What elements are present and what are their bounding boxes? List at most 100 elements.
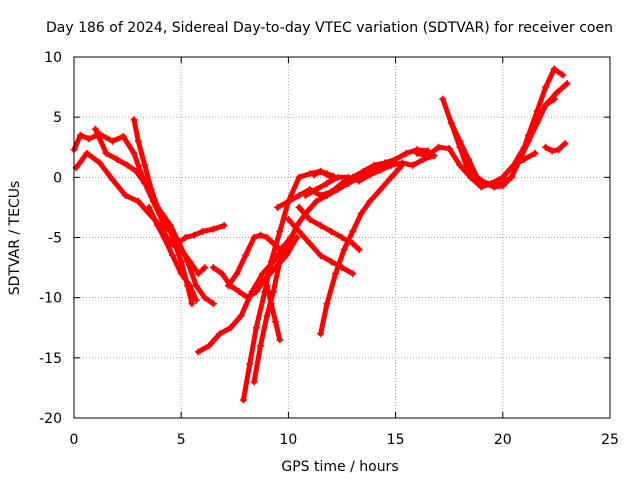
data-point-marker <box>392 155 400 163</box>
data-point-marker <box>533 107 541 115</box>
data-point-marker <box>284 215 292 223</box>
x-tick-label: 20 <box>494 432 512 448</box>
data-point-marker <box>555 146 563 154</box>
data-point-marker <box>194 270 202 278</box>
data-point-marker <box>96 159 104 167</box>
data-point-marker <box>477 183 485 191</box>
data-point-marker <box>327 188 335 196</box>
data-point-marker <box>510 161 518 169</box>
data-point-marker <box>192 296 200 304</box>
data-point-marker <box>166 221 174 229</box>
data-point-marker <box>244 294 252 302</box>
series-trace <box>311 168 336 179</box>
data-point-marker <box>177 270 185 278</box>
data-point-marker <box>488 179 496 187</box>
data-point-marker <box>349 240 357 248</box>
data-point-marker <box>317 252 325 260</box>
data-point-marker <box>224 282 232 290</box>
data-point-marker <box>130 149 138 157</box>
data-point-marker <box>102 149 110 157</box>
data-point-marker <box>499 173 507 181</box>
data-point-marker <box>166 227 174 235</box>
data-point-marker <box>154 203 162 211</box>
data-point-marker <box>355 246 363 254</box>
data-point-marker <box>473 173 481 181</box>
data-point-marker <box>186 282 194 290</box>
data-point-marker <box>456 143 464 151</box>
data-point-marker <box>109 176 117 184</box>
data-point-marker <box>525 137 533 145</box>
data-point-marker <box>250 378 258 386</box>
data-point-marker <box>520 155 528 163</box>
data-point-marker <box>295 203 303 211</box>
data-point-marker <box>233 270 241 278</box>
data-point-marker <box>357 209 365 217</box>
data-point-marker <box>109 137 117 145</box>
data-point-marker <box>349 270 357 278</box>
data-point-marker <box>295 227 303 235</box>
data-point-marker <box>205 342 213 350</box>
data-point-marker <box>317 167 325 175</box>
data-point-marker <box>340 246 348 254</box>
data-point-marker <box>269 288 277 296</box>
data-point-marker <box>507 173 515 181</box>
x-tick-label: 15 <box>387 432 405 448</box>
data-point-marker <box>134 197 142 205</box>
data-point-marker <box>402 149 410 157</box>
series-arc-14 <box>295 203 363 254</box>
series-arc-11 <box>263 282 284 344</box>
x-tick-label: 5 <box>177 432 186 448</box>
data-point-marker <box>263 282 271 290</box>
y-tick-label: -10 <box>39 291 62 307</box>
data-point-marker <box>381 159 389 167</box>
data-point-marker <box>237 312 245 320</box>
series-arc-5 <box>145 203 200 304</box>
data-point-marker <box>173 240 181 248</box>
data-point-marker <box>306 215 314 223</box>
data-point-marker <box>323 179 331 187</box>
data-point-marker <box>323 170 331 178</box>
data-point-marker <box>218 270 226 278</box>
data-point-marker <box>121 191 129 199</box>
data-point-marker <box>252 324 260 332</box>
data-point-marker <box>377 166 385 174</box>
data-point-marker <box>209 264 217 272</box>
series-arc-4 <box>130 116 228 248</box>
data-point-marker <box>276 336 284 344</box>
data-point-marker <box>293 234 301 241</box>
series-trace <box>195 235 293 355</box>
data-point-marker <box>387 173 395 181</box>
data-point-marker <box>181 234 189 241</box>
data-point-marker <box>387 161 395 169</box>
data-point-marker <box>184 258 192 266</box>
series-trace <box>131 117 227 246</box>
data-point-marker <box>542 101 550 109</box>
data-point-marker <box>201 294 209 302</box>
data-point-marker <box>190 231 198 239</box>
data-point-marker <box>550 65 558 73</box>
data-point-marker <box>377 185 385 193</box>
data-point-marker <box>91 125 99 133</box>
data-point-marker <box>312 185 320 193</box>
y-axis-label: SDTVAR / TECUs <box>7 181 23 296</box>
series-arc-22 <box>542 140 569 155</box>
data-point-marker <box>284 197 292 205</box>
data-point-marker <box>130 116 138 124</box>
data-point-marker <box>267 258 275 266</box>
data-point-marker <box>456 161 464 169</box>
data-point-marker <box>267 300 275 308</box>
data-point-marker <box>542 83 550 91</box>
data-point-marker <box>246 360 254 368</box>
data-point-marker <box>145 203 153 211</box>
data-point-marker <box>359 167 367 175</box>
data-points <box>70 65 571 404</box>
series-arc-20 <box>447 95 558 191</box>
series-arc-15 <box>302 152 438 199</box>
data-point-marker <box>439 95 447 103</box>
data-point-marker <box>160 234 168 241</box>
data-point-marker <box>559 71 567 79</box>
data-point-marker <box>323 300 331 308</box>
data-point-marker <box>332 270 340 278</box>
data-point-marker <box>199 227 207 235</box>
